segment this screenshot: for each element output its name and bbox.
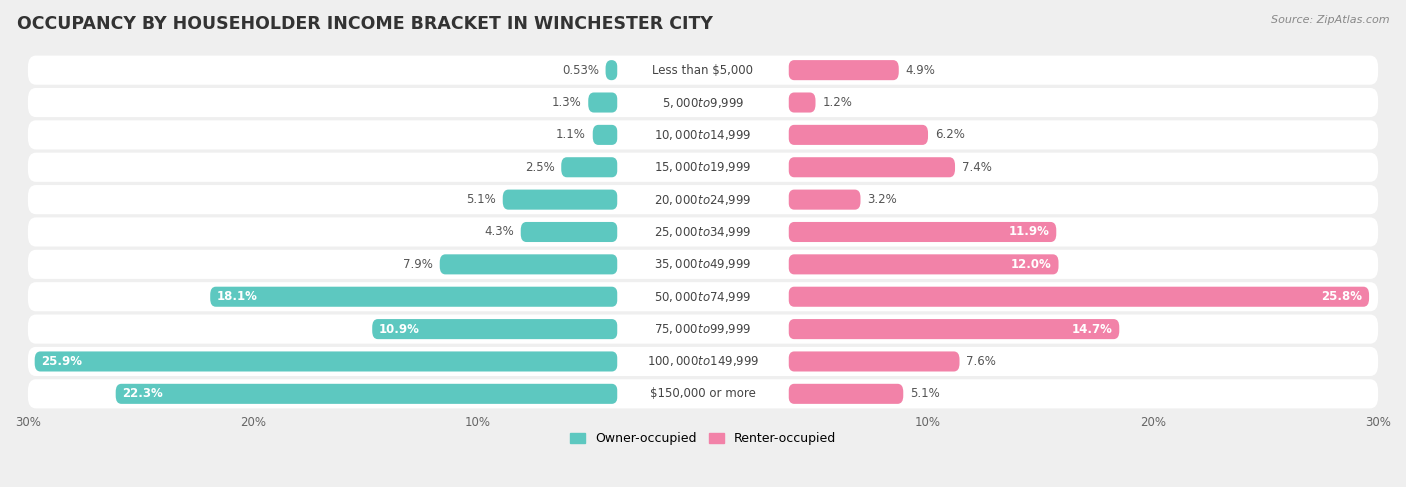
FancyBboxPatch shape xyxy=(789,254,1059,274)
FancyBboxPatch shape xyxy=(28,185,1378,214)
Text: $75,000 to $99,999: $75,000 to $99,999 xyxy=(654,322,752,336)
Text: 18.1%: 18.1% xyxy=(217,290,257,303)
Text: 11.9%: 11.9% xyxy=(1008,225,1049,239)
Text: 2.5%: 2.5% xyxy=(524,161,554,174)
FancyBboxPatch shape xyxy=(588,93,617,112)
Text: 25.9%: 25.9% xyxy=(41,355,83,368)
Text: Source: ZipAtlas.com: Source: ZipAtlas.com xyxy=(1271,15,1389,25)
Text: $20,000 to $24,999: $20,000 to $24,999 xyxy=(654,193,752,206)
FancyBboxPatch shape xyxy=(789,222,1056,242)
Text: 5.1%: 5.1% xyxy=(467,193,496,206)
Text: 3.2%: 3.2% xyxy=(868,193,897,206)
Text: $35,000 to $49,999: $35,000 to $49,999 xyxy=(654,257,752,271)
FancyBboxPatch shape xyxy=(617,384,789,404)
FancyBboxPatch shape xyxy=(28,153,1378,182)
FancyBboxPatch shape xyxy=(28,56,1378,85)
Text: 4.3%: 4.3% xyxy=(484,225,515,239)
Legend: Owner-occupied, Renter-occupied: Owner-occupied, Renter-occupied xyxy=(565,427,841,450)
Text: 5.1%: 5.1% xyxy=(910,387,939,400)
FancyBboxPatch shape xyxy=(617,352,789,372)
FancyBboxPatch shape xyxy=(617,319,789,339)
FancyBboxPatch shape xyxy=(789,189,860,210)
FancyBboxPatch shape xyxy=(789,287,1369,307)
FancyBboxPatch shape xyxy=(789,352,959,372)
FancyBboxPatch shape xyxy=(617,189,789,210)
Text: OCCUPANCY BY HOUSEHOLDER INCOME BRACKET IN WINCHESTER CITY: OCCUPANCY BY HOUSEHOLDER INCOME BRACKET … xyxy=(17,15,713,33)
FancyBboxPatch shape xyxy=(789,60,898,80)
FancyBboxPatch shape xyxy=(28,120,1378,150)
FancyBboxPatch shape xyxy=(617,254,789,274)
Text: 1.1%: 1.1% xyxy=(557,129,586,141)
FancyBboxPatch shape xyxy=(789,125,928,145)
FancyBboxPatch shape xyxy=(617,60,789,80)
FancyBboxPatch shape xyxy=(789,384,903,404)
FancyBboxPatch shape xyxy=(28,250,1378,279)
FancyBboxPatch shape xyxy=(28,379,1378,409)
FancyBboxPatch shape xyxy=(211,287,617,307)
Text: 12.0%: 12.0% xyxy=(1011,258,1052,271)
FancyBboxPatch shape xyxy=(503,189,617,210)
FancyBboxPatch shape xyxy=(28,217,1378,246)
Text: 14.7%: 14.7% xyxy=(1071,322,1112,336)
Text: $5,000 to $9,999: $5,000 to $9,999 xyxy=(662,95,744,110)
Text: $10,000 to $14,999: $10,000 to $14,999 xyxy=(654,128,752,142)
FancyBboxPatch shape xyxy=(789,157,955,177)
FancyBboxPatch shape xyxy=(520,222,617,242)
FancyBboxPatch shape xyxy=(28,88,1378,117)
Text: 1.3%: 1.3% xyxy=(551,96,582,109)
FancyBboxPatch shape xyxy=(617,157,789,177)
FancyBboxPatch shape xyxy=(617,287,789,307)
FancyBboxPatch shape xyxy=(373,319,617,339)
Text: $25,000 to $34,999: $25,000 to $34,999 xyxy=(654,225,752,239)
FancyBboxPatch shape xyxy=(606,60,617,80)
FancyBboxPatch shape xyxy=(28,282,1378,311)
Text: 7.4%: 7.4% xyxy=(962,161,991,174)
Text: 6.2%: 6.2% xyxy=(935,129,965,141)
Text: 1.2%: 1.2% xyxy=(823,96,852,109)
Text: 7.6%: 7.6% xyxy=(966,355,995,368)
Text: 10.9%: 10.9% xyxy=(380,322,420,336)
Text: 0.53%: 0.53% xyxy=(562,64,599,76)
Text: $15,000 to $19,999: $15,000 to $19,999 xyxy=(654,160,752,174)
FancyBboxPatch shape xyxy=(617,93,789,112)
FancyBboxPatch shape xyxy=(561,157,617,177)
FancyBboxPatch shape xyxy=(28,315,1378,344)
FancyBboxPatch shape xyxy=(28,347,1378,376)
FancyBboxPatch shape xyxy=(35,352,617,372)
Text: 25.8%: 25.8% xyxy=(1322,290,1362,303)
FancyBboxPatch shape xyxy=(593,125,617,145)
Text: $50,000 to $74,999: $50,000 to $74,999 xyxy=(654,290,752,304)
FancyBboxPatch shape xyxy=(617,125,789,145)
Text: 4.9%: 4.9% xyxy=(905,64,935,76)
Text: 22.3%: 22.3% xyxy=(122,387,163,400)
Text: $150,000 or more: $150,000 or more xyxy=(650,387,756,400)
FancyBboxPatch shape xyxy=(115,384,617,404)
FancyBboxPatch shape xyxy=(789,319,1119,339)
FancyBboxPatch shape xyxy=(617,222,789,242)
FancyBboxPatch shape xyxy=(789,93,815,112)
Text: $100,000 to $149,999: $100,000 to $149,999 xyxy=(647,355,759,369)
Text: 7.9%: 7.9% xyxy=(404,258,433,271)
Text: Less than $5,000: Less than $5,000 xyxy=(652,64,754,76)
FancyBboxPatch shape xyxy=(440,254,617,274)
